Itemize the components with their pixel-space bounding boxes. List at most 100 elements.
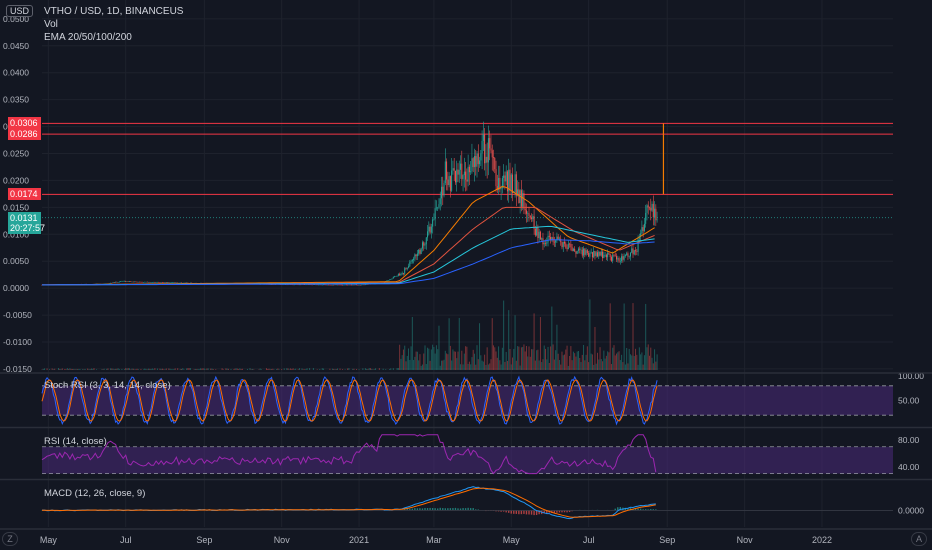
candle-body xyxy=(603,254,605,259)
candle-body xyxy=(146,281,148,283)
candle-body xyxy=(184,282,186,284)
price-tick-label: 0.0250 xyxy=(3,148,29,158)
volume-bar xyxy=(584,360,586,370)
volume-bar xyxy=(462,364,464,370)
candle-body xyxy=(460,163,462,170)
candle-body xyxy=(629,252,631,257)
macd-legend[interactable]: MACD (12, 26, close, 9) xyxy=(44,488,146,499)
candle-body xyxy=(463,171,465,176)
candle-body xyxy=(134,281,136,283)
volume-bar xyxy=(194,368,196,370)
currency-selector[interactable]: USD xyxy=(6,5,34,17)
candle-body xyxy=(638,236,640,239)
candle-body xyxy=(324,284,326,286)
candle-body xyxy=(164,282,166,283)
candle-body xyxy=(491,150,493,158)
candle-body xyxy=(500,188,502,190)
symbol-title[interactable]: VTHO / USD, 1D, BINANCEUS xyxy=(44,6,184,17)
volume-bar xyxy=(541,362,543,370)
ema-legend[interactable]: EMA 20/50/100/200 xyxy=(44,32,132,43)
volume-bar xyxy=(591,354,593,370)
candle-body xyxy=(618,258,620,262)
candle-body xyxy=(337,284,339,286)
zoom-toggle-button[interactable]: Z xyxy=(2,532,18,546)
volume-bar xyxy=(174,368,176,370)
macd-histogram-bar xyxy=(639,508,642,511)
volume-bar xyxy=(409,360,411,370)
volume-bar xyxy=(656,354,658,370)
volume-bar xyxy=(525,345,527,370)
volume-bar xyxy=(293,369,295,370)
volume-bar xyxy=(356,368,358,370)
candle-body xyxy=(131,281,133,283)
volume-bar xyxy=(90,368,92,370)
price-axis[interactable]: 0.05000.04500.04000.03500.03000.02500.02… xyxy=(3,14,924,516)
volume-bar xyxy=(69,368,71,370)
candle-body xyxy=(390,279,392,280)
volume-bar xyxy=(335,369,337,370)
auto-scale-button[interactable]: A xyxy=(911,532,927,546)
candle-body xyxy=(446,161,448,180)
time-tick-label: Mar xyxy=(426,535,442,545)
volume-bar xyxy=(444,350,446,370)
candle-body xyxy=(434,208,436,220)
candle-body xyxy=(581,249,583,256)
volume-bar xyxy=(635,348,637,370)
volume-bar xyxy=(70,368,72,370)
candle-body xyxy=(600,251,602,256)
candle-body xyxy=(529,216,531,218)
volume-bar xyxy=(624,364,626,370)
volume-bar xyxy=(392,368,394,370)
candle-body xyxy=(512,174,514,194)
candle-body xyxy=(350,284,352,286)
macd-pane xyxy=(41,486,893,520)
candle-body xyxy=(286,284,288,286)
volume-bar xyxy=(271,369,273,370)
macd-histogram-bar xyxy=(520,510,523,515)
volume-legend[interactable]: Vol xyxy=(44,19,58,30)
volume-bar xyxy=(230,368,232,370)
candle-body xyxy=(641,227,643,234)
candle-body xyxy=(165,282,167,283)
candle-body xyxy=(363,284,365,286)
candle-body xyxy=(544,243,546,244)
volume-bar xyxy=(156,368,158,370)
volume-bar xyxy=(654,349,656,370)
candle-body xyxy=(179,282,181,284)
volume-bar xyxy=(205,369,207,370)
macd-histogram-bar xyxy=(411,508,414,511)
volume-bar xyxy=(172,369,174,370)
candle-body xyxy=(435,207,437,209)
volume-bar xyxy=(562,355,564,370)
candle-body xyxy=(321,284,323,286)
volume-bar xyxy=(551,306,553,370)
time-axis[interactable]: May Jul Sep Nov 2021 Mar May Jul Sep Nov 2022 xyxy=(40,535,832,545)
volume-bar xyxy=(301,368,303,370)
pane-separators[interactable] xyxy=(0,372,932,530)
volume-bar xyxy=(304,369,306,370)
price-tick-label: 0.0350 xyxy=(3,95,29,105)
volume-bar xyxy=(512,357,514,370)
volume-bar xyxy=(438,325,440,370)
candle-body xyxy=(656,219,658,221)
candle-body xyxy=(129,281,131,282)
volume-bar xyxy=(600,359,602,370)
volume-bar xyxy=(595,363,597,370)
volume-bar xyxy=(165,368,167,370)
candle-body xyxy=(142,282,144,283)
candle-body xyxy=(458,169,460,175)
candle-body xyxy=(111,282,113,284)
rsi-tick-label: 40.00 xyxy=(898,462,920,472)
volume-bar xyxy=(460,364,462,370)
candle-body xyxy=(416,253,418,257)
rsi-legend[interactable]: RSI (14, close) xyxy=(44,436,107,447)
volume-bar xyxy=(265,368,267,370)
volume-bar xyxy=(510,364,512,370)
volume-bar xyxy=(116,368,118,370)
stoch-rsi-legend[interactable]: Stoch RSI (3, 3, 14, 14, close) xyxy=(44,380,171,391)
volume-bar xyxy=(513,348,515,370)
price-tick-label: 0.0450 xyxy=(3,41,29,51)
volume-bar xyxy=(571,360,573,370)
candle-body xyxy=(178,282,180,284)
